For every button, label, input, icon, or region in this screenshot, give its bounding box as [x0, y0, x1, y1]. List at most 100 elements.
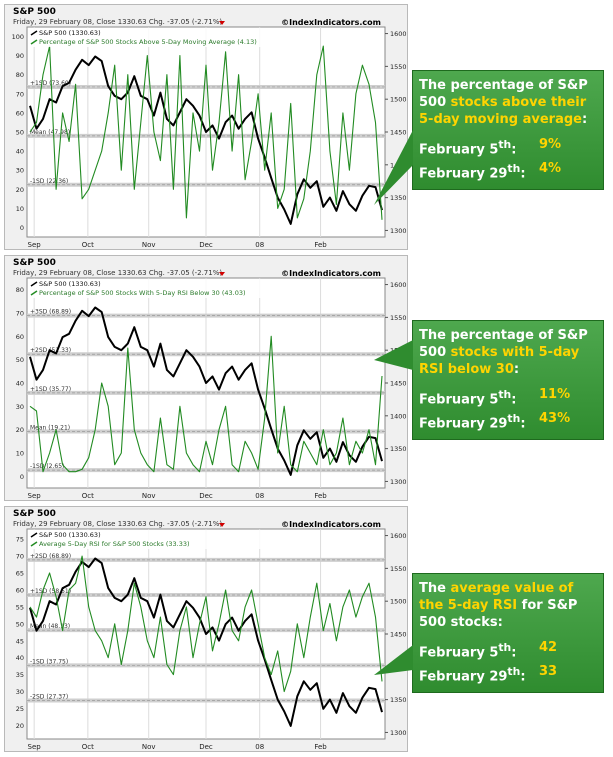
callout-row: February 5th: 9%	[419, 137, 562, 158]
y-left-tick-label: 40	[16, 380, 24, 388]
y-left-tick-label: 60	[16, 586, 24, 594]
legend	[29, 28, 264, 47]
callout-pointer	[374, 340, 413, 370]
x-tick-label: Feb	[314, 241, 327, 249]
y-right-tick-label: 1450	[390, 129, 407, 137]
y-left-tick-label: 50	[16, 356, 24, 364]
legend-entry: Percentage of S&P 500 Stocks With 5-Day …	[39, 289, 246, 297]
y-right-tick-label: 1300	[390, 478, 407, 486]
y-left-tick-label: 40	[16, 654, 24, 662]
reference-label: +2SD (68.89)	[30, 553, 71, 560]
y-left-tick-label: 70	[16, 310, 24, 318]
x-tick-label: Feb	[314, 492, 327, 500]
y-left-tick-label: 0	[20, 473, 24, 481]
x-tick-label: Oct	[82, 241, 94, 249]
y-left-tick-label: 40	[16, 148, 24, 156]
y-right-tick-label: 1500	[390, 598, 407, 606]
y-left-tick-label: 75	[16, 536, 24, 544]
y-left-tick-label: 80	[16, 71, 24, 79]
x-tick-label: Dec	[199, 241, 213, 249]
chart-svg-2: Sep Oct Nov Dec 08 Feb 80 70 60 50 40 30 20 10 0 1600 15…	[16, 272, 407, 500]
x-tick-label: Oct	[82, 492, 94, 500]
chart-subtitle: Friday, 29 February 08, Close 1330.63 Ch…	[13, 520, 223, 528]
callout-description: The percentage of S&P 500 stocks above t…	[419, 78, 588, 127]
y-left-tick-label: 30	[16, 403, 24, 411]
down-arrow-icon	[219, 272, 225, 276]
y-left-tick-label: 20	[16, 186, 24, 194]
reference-label: -1SD (2.65)	[30, 463, 64, 470]
callout-description: The percentage of S&P 500 stocks with 5-…	[419, 328, 588, 377]
y-left-tick-label: 50	[16, 620, 24, 628]
legend-swatch	[30, 532, 38, 538]
x-tick-label: Nov	[142, 492, 156, 500]
sp500-line	[29, 55, 383, 225]
legend-entry: S&P 500 (1330.63)	[39, 531, 101, 539]
x-tick-label: Oct	[82, 743, 94, 751]
legend-entry: S&P 500 (1330.63)	[39, 29, 101, 37]
callout-description: The average value of the 5-day RSI for S…	[419, 581, 578, 630]
credit-label: ©IndexIndicators.com	[281, 269, 381, 278]
reference-label: +3SD (68.89)	[30, 309, 71, 316]
y-right-tick-label: 1550	[390, 565, 407, 573]
legend-swatch	[30, 39, 38, 45]
indicator-line	[29, 555, 383, 693]
chart-title: S&P 500	[13, 258, 56, 268]
down-arrow-icon	[219, 21, 225, 25]
chart-subtitle: Friday, 29 February 08, Close 1330.63 Ch…	[13, 269, 223, 277]
y-left-tick-label: 70	[16, 553, 24, 561]
y-left-tick-label: 55	[16, 603, 24, 611]
y-left-tick-label: 10	[16, 205, 24, 213]
y-left-tick-label: 25	[16, 705, 24, 713]
x-tick-label: Sep	[28, 743, 42, 751]
y-left-tick-label: 70	[16, 90, 24, 98]
x-tick-label: Feb	[314, 743, 327, 751]
x-tick-label: 08	[255, 241, 264, 249]
y-right-tick-label: 1500	[390, 96, 407, 104]
chart-title: S&P 500	[13, 509, 56, 519]
y-right-tick-label: 1600	[390, 532, 407, 540]
chart-panel-1: S&P 500 Friday, 29 February 08, Close 13…	[4, 4, 408, 250]
reference-label: Mean (19.21)	[30, 425, 70, 432]
legend-entry: S&P 500 (1330.63)	[39, 280, 101, 288]
y-right-tick-label: 1400	[390, 412, 407, 420]
chart-svg-3: Sep Oct Nov Dec 08 Feb 75 70 65 60 55 50 45 40 35 30 25 2…	[16, 523, 407, 751]
indicator-line	[29, 335, 383, 473]
y-right-tick-label: 1350	[390, 445, 407, 453]
chart-subtitle: Friday, 29 February 08, Close 1330.63 Ch…	[13, 18, 223, 26]
y-right-tick-label: 1300	[390, 227, 407, 235]
y-left-tick-label: 65	[16, 570, 24, 578]
callout-box-2: The percentage of S&P 500 stocks with 5-…	[412, 320, 604, 440]
callout-pointer	[374, 645, 413, 675]
callout-row: February 29th: 43%	[419, 411, 571, 432]
y-left-tick-label: 100	[12, 33, 24, 41]
y-right-tick-label: 1450	[390, 380, 407, 388]
y-right-tick-label: 1600	[390, 30, 407, 38]
indicator-line	[29, 45, 383, 220]
callout-row: February 5th: 42	[419, 640, 558, 661]
y-right-tick-label: 1550	[390, 314, 407, 322]
down-arrow-icon	[219, 523, 225, 527]
legend-entry: Percentage of S&P 500 Stocks Above 5-Day…	[39, 38, 257, 46]
x-tick-label: 08	[255, 492, 264, 500]
y-left-tick-label: 50	[16, 129, 24, 137]
y-left-tick-label: 35	[16, 671, 24, 679]
chart-title: S&P 500	[13, 7, 56, 17]
callout-box-1: The percentage of S&P 500 stocks above t…	[412, 70, 604, 190]
legend	[29, 279, 264, 298]
y-left-tick-label: 30	[16, 167, 24, 175]
y-left-tick-label: 30	[16, 688, 24, 696]
sp500-line	[29, 557, 383, 727]
y-right-tick-label: 1350	[390, 194, 407, 202]
reference-label: +1SD (35.77)	[30, 386, 71, 393]
x-tick-label: Dec	[199, 492, 213, 500]
chart-svg-1: Sep Oct Nov Dec 08 Feb10090807060504030201001…	[12, 21, 407, 249]
y-left-tick-label: 10	[16, 450, 24, 458]
y-right-tick-label: 1350	[390, 696, 407, 704]
x-tick-label: Dec	[199, 743, 213, 751]
reference-label: -1SD (22.36)	[30, 178, 68, 185]
x-tick-label: 08	[255, 743, 264, 751]
x-tick-label: Sep	[28, 492, 42, 500]
reference-label: +1SD (58.51)	[30, 588, 71, 595]
legend-swatch	[30, 290, 38, 296]
reference-label: Mean (48.13)	[30, 623, 70, 630]
